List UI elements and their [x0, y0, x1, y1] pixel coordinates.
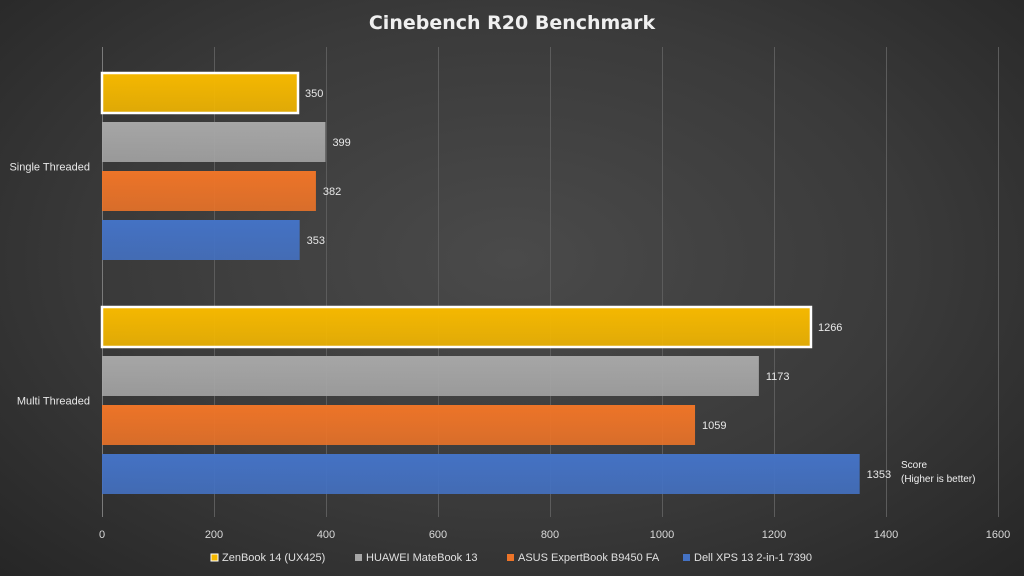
bar-1-0	[100, 305, 813, 349]
x-tick-label: 0	[99, 529, 105, 541]
x-tick-label: 1400	[874, 529, 898, 541]
legend-swatch	[355, 554, 362, 561]
bar-1-3	[102, 454, 860, 494]
legend-label: HUAWEI MateBook 13	[366, 552, 477, 564]
labels: 350 399 382 353 Single Threaded 1266 1173 1059 1…	[9, 88, 1010, 541]
bar-0-1	[102, 122, 326, 162]
data-label: 1353	[867, 469, 891, 481]
data-label: 1266	[818, 322, 842, 334]
bar-1-2	[102, 405, 696, 445]
x-tick-label: 800	[541, 529, 559, 541]
legend-swatch	[210, 553, 219, 562]
data-label: 353	[307, 235, 325, 247]
bar-0-2	[102, 171, 316, 211]
grid	[102, 47, 999, 517]
chart-title: Cinebench R20 Benchmark	[369, 12, 656, 34]
annotation-line-2: (Higher is better)	[901, 474, 975, 485]
legend-swatch	[683, 554, 690, 561]
data-label: 1173	[766, 371, 790, 383]
x-tick-label: 600	[429, 529, 447, 541]
category-label: Single Threaded	[9, 162, 90, 174]
bar-0-3	[102, 220, 300, 260]
annotation-line-1: Score	[901, 460, 928, 471]
legend-label: ASUS ExpertBook B9450 FA	[518, 552, 660, 564]
bar-1-1	[102, 356, 759, 396]
legend-swatch	[507, 554, 514, 561]
data-label: 1059	[702, 420, 726, 432]
legend-label: Dell XPS 13 2-in-1 7390	[694, 552, 812, 564]
bar-0-0	[100, 71, 300, 115]
x-tick-label: 1200	[762, 529, 786, 541]
x-tick-label: 1600	[986, 529, 1010, 541]
x-tick-label: 400	[317, 529, 335, 541]
data-label: 350	[305, 88, 323, 100]
legend-label: ZenBook 14 (UX425)	[222, 552, 325, 564]
x-tick-label: 200	[205, 529, 223, 541]
x-tick-label: 1000	[650, 529, 674, 541]
bars	[100, 71, 860, 494]
category-label: Multi Threaded	[17, 396, 90, 408]
legend: ZenBook 14 (UX425) HUAWEI MateBook 13 ASUS…	[210, 552, 812, 564]
data-label: 382	[323, 186, 341, 198]
data-label: 399	[332, 137, 350, 149]
